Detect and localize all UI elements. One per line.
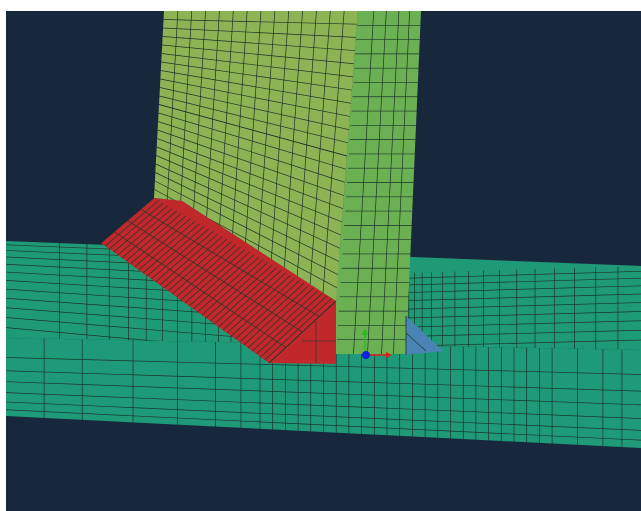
z-axis-dot — [362, 351, 370, 359]
mesh-edge — [127, 220, 303, 333]
mesh-edge — [405, 329, 641, 337]
mesh-edge — [155, 163, 341, 249]
mesh-edge — [405, 277, 641, 286]
y-axis-arrowhead — [362, 328, 368, 335]
mesh-edge — [157, 129, 345, 196]
mesh-edge — [159, 95, 349, 144]
mesh-edge — [405, 332, 427, 352]
mesh-edge — [160, 78, 351, 117]
right-weld-body — [406, 316, 443, 355]
mesh-edge — [405, 285, 641, 293]
mesh-edge — [163, 19, 358, 25]
coordinate-triad — [362, 328, 392, 359]
mesh-edge — [161, 53, 354, 78]
mesh-edge — [6, 357, 641, 375]
mesh-edge — [405, 293, 641, 301]
fea-mesh-scene[interactable] — [6, 11, 641, 511]
mesh-edge — [405, 302, 641, 310]
left-weld-mesh — [100, 197, 337, 364]
graphics-viewport[interactable] — [6, 11, 641, 511]
mesh-edge — [156, 146, 343, 223]
mesh-edge — [160, 70, 352, 104]
mesh-edge — [157, 121, 346, 183]
mesh-edge — [268, 300, 337, 364]
mesh-edge — [157, 138, 344, 210]
mesh-edge — [6, 317, 267, 340]
vertical-web[interactable] — [154, 11, 421, 355]
mesh-edge — [161, 61, 353, 91]
mesh-edge — [114, 231, 286, 348]
mesh-edge — [154, 180, 339, 275]
mesh-edge — [6, 381, 641, 406]
mesh-edge — [6, 370, 641, 392]
mesh-edge — [156, 155, 342, 236]
mesh-edge — [6, 401, 641, 431]
left-fillet-weld[interactable] — [100, 197, 337, 364]
right-weld-mesh — [405, 316, 427, 355]
mesh-edge — [162, 44, 355, 65]
mesh-edge — [405, 339, 641, 347]
mesh-edge — [405, 320, 641, 328]
mesh-edge — [140, 208, 320, 317]
vertical-web-front-mesh — [336, 11, 421, 355]
mesh-edge — [6, 392, 641, 419]
right-fillet-weld[interactable] — [405, 316, 443, 355]
mesh-edge — [158, 104, 348, 157]
mesh-edge — [162, 36, 356, 51]
mesh-edge — [163, 27, 357, 38]
base-plate-front-mesh — [6, 338, 641, 448]
x-axis-arrowhead — [386, 352, 392, 358]
mesh-edge — [158, 112, 347, 170]
left-weld-body — [101, 198, 336, 364]
mesh-edge — [6, 409, 641, 441]
mesh-edge — [159, 87, 350, 130]
mesh-edge — [405, 270, 641, 279]
vertical-web-side-mesh — [154, 11, 358, 294]
mesh-edge — [155, 172, 340, 262]
mesh-edge — [405, 311, 641, 319]
